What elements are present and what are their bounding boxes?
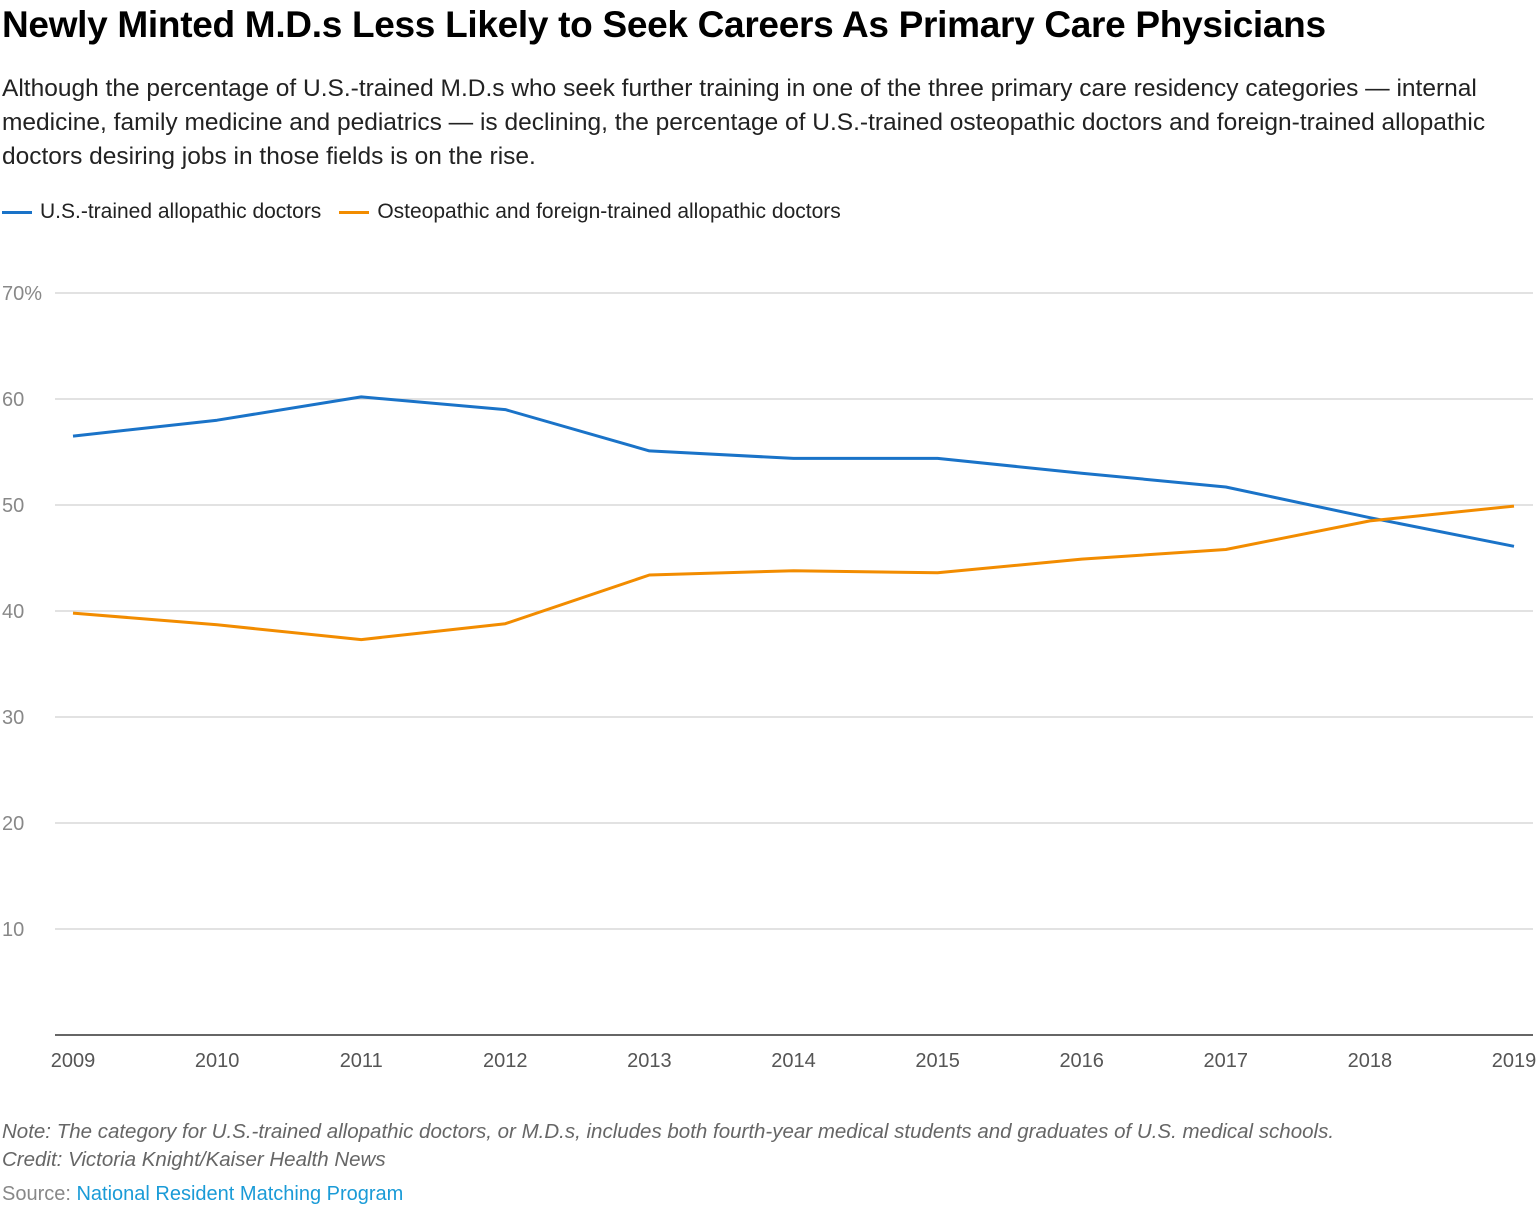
- x-tick-label: 2017: [1204, 1050, 1249, 1072]
- x-tick-label: 2013: [627, 1050, 672, 1072]
- source: Source: National Resident Matching Progr…: [2, 1183, 403, 1206]
- series-line-1: [72, 504, 1515, 642]
- line-chart: 10 20 30 40 50 60 70% 2009 2010 2011 2012 2013 2014 2…: [2, 283, 1537, 1072]
- series-line-0: [72, 395, 1515, 548]
- y-tick-label: 50: [2, 495, 24, 517]
- x-tick-label: 2014: [771, 1050, 816, 1072]
- legend-label: U.S.-trained allopathic doctors: [40, 200, 322, 223]
- y-tick-label: 70%: [2, 283, 42, 305]
- legend-item-us-trained: U.S.-trained allopathic doctors: [2, 200, 321, 224]
- x-tick-label: 2010: [195, 1050, 240, 1072]
- legend-item-osteopathic-foreign: Osteopathic and foreign-trained allopath…: [339, 200, 841, 224]
- legend-swatch-blue: [2, 210, 32, 214]
- y-tick-label: 10: [2, 919, 24, 941]
- legend-swatch-orange: [339, 210, 370, 214]
- x-tick-label: 2009: [51, 1050, 96, 1072]
- x-tick-label: 2016: [1059, 1050, 1104, 1072]
- chart-subtitle: Although the percentage of U.S.-trained …: [2, 75, 1486, 170]
- legend-label: Osteopathic and foreign-trained allopath…: [377, 200, 841, 223]
- x-tick-label: 2011: [340, 1050, 383, 1072]
- x-tick-label: 2018: [1348, 1050, 1393, 1072]
- y-tick-label: 60: [2, 389, 24, 411]
- source-link[interactable]: National Resident Matching Program: [76, 1183, 404, 1205]
- x-tick-label: 2015: [915, 1050, 960, 1072]
- y-tick-label: 40: [2, 601, 24, 623]
- legend: U.S.-trained allopathic doctors Osteopat…: [2, 200, 841, 224]
- x-tick-label: 2019: [1492, 1050, 1537, 1072]
- credit-text: Credit: Victoria Knight/Kaiser Health Ne…: [2, 1148, 386, 1171]
- y-tick-label: 20: [2, 813, 24, 835]
- x-tick-label: 2012: [483, 1050, 528, 1072]
- y-tick-label: 30: [2, 707, 24, 729]
- note-text: Note: The category for U.S.-trained allo…: [2, 1120, 1335, 1143]
- notes: Note: The category for U.S.-trained allo…: [2, 1118, 1334, 1174]
- chart-title: Newly Minted M.D.s Less Likely to Seek C…: [2, 4, 1326, 45]
- source-label: Source:: [2, 1183, 77, 1205]
